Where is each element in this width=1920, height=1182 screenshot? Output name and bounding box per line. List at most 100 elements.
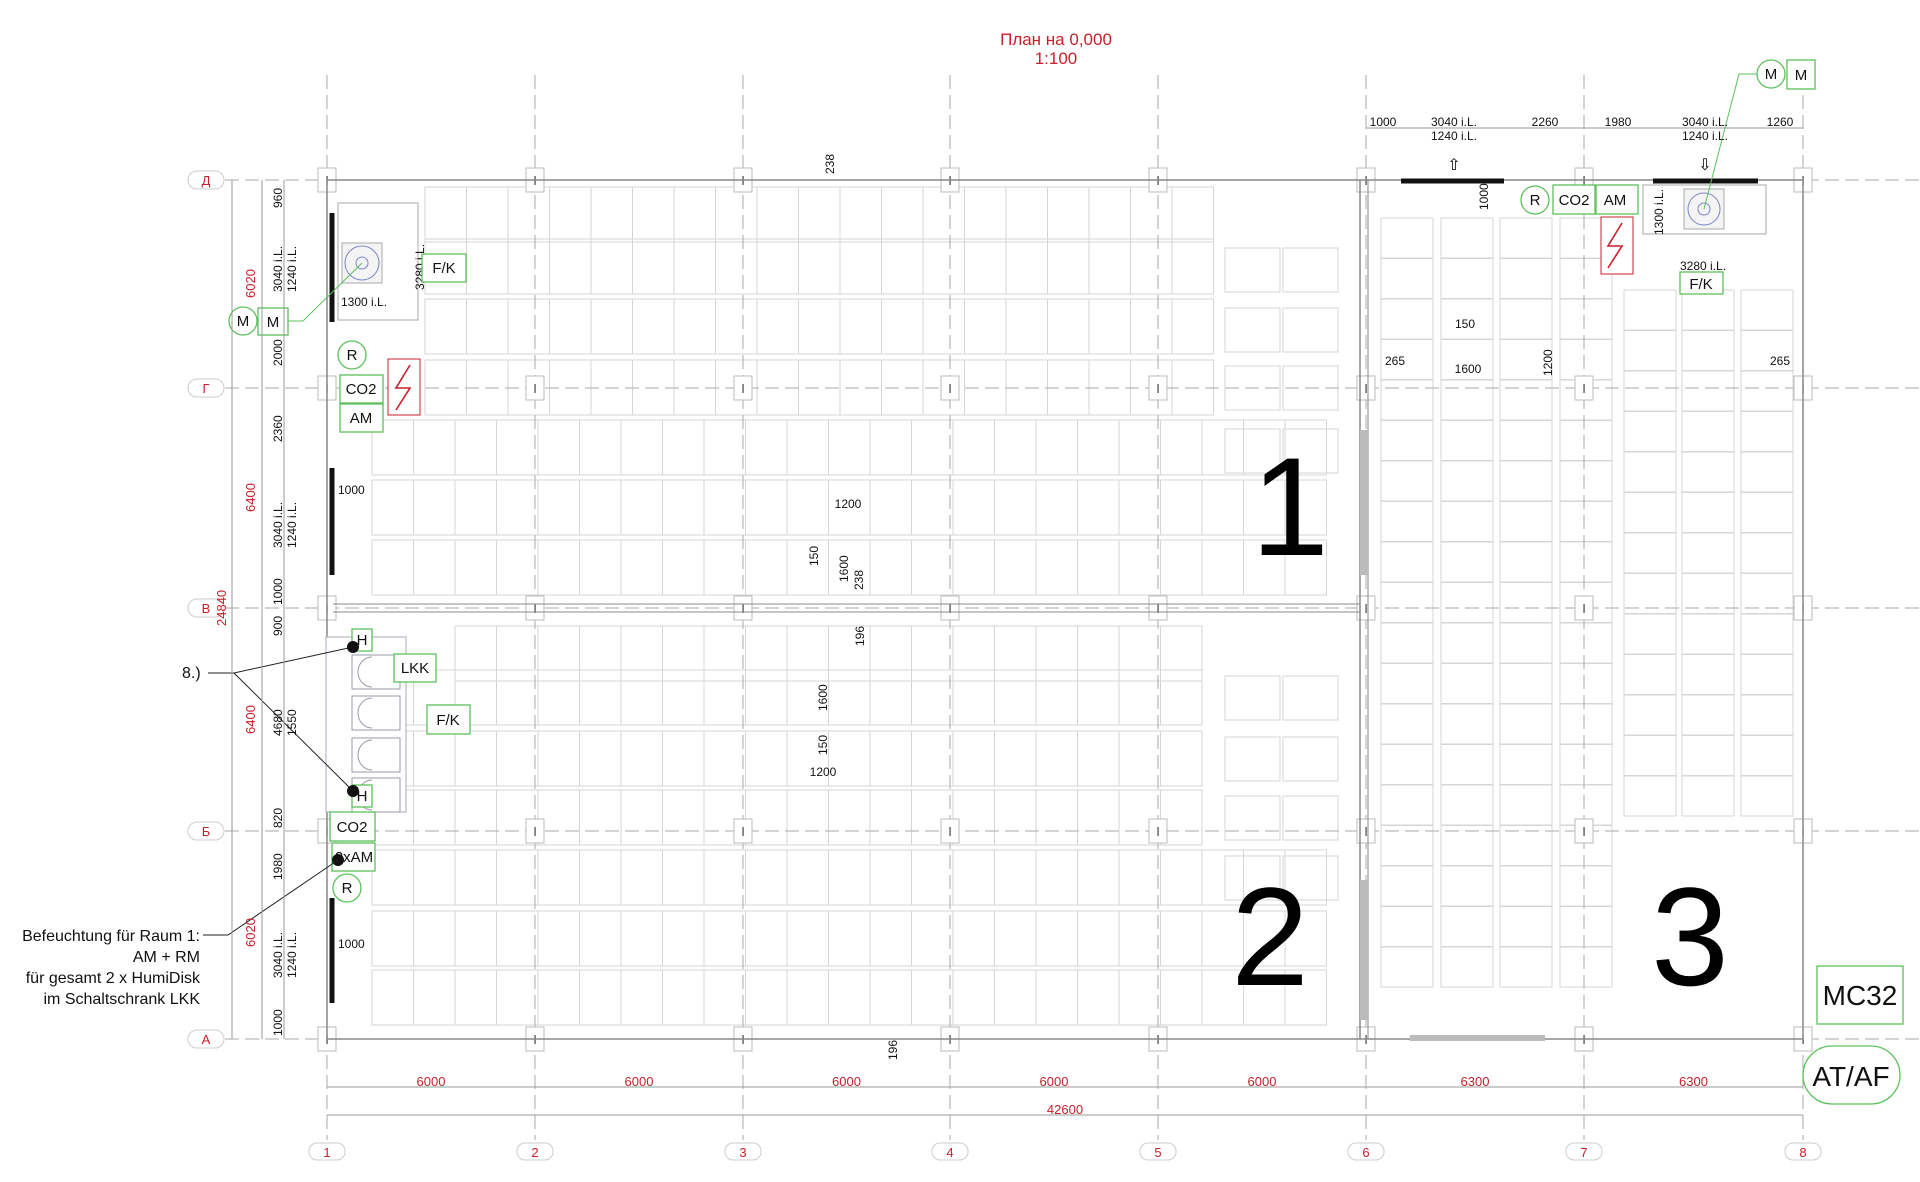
- rack-cell: [756, 186, 799, 243]
- axis-bubble: [187, 1029, 225, 1049]
- rack-cell: [496, 625, 539, 682]
- rack-cell: [703, 479, 746, 536]
- rack-cell: [1035, 789, 1078, 846]
- rack-cell: [1282, 675, 1339, 721]
- tag-box: [1679, 271, 1724, 295]
- tag-m-box: M: [1795, 67, 1808, 84]
- rack-cell: [798, 238, 841, 295]
- rack-cell: [1088, 186, 1131, 243]
- rack-cell: [579, 539, 622, 596]
- sensor-leader: [1703, 73, 1757, 210]
- rack-cell: [1623, 370, 1677, 412]
- rack-cell: [1118, 969, 1161, 1026]
- rack-cell: [911, 669, 954, 726]
- room-number-2: 2: [1231, 858, 1309, 1015]
- axis-bubble: [724, 1142, 762, 1161]
- rack-cell: [1681, 532, 1735, 574]
- axis-bubble: [1139, 1142, 1177, 1161]
- rack-cell: [922, 238, 965, 295]
- steel-column-icon: I: [1364, 601, 1368, 616]
- dim: 3040 i.L.: [271, 502, 285, 548]
- rack-cell: [1440, 217, 1494, 259]
- fan-3280-dim: 3280 i.L.: [1680, 259, 1726, 273]
- rack-cell: [632, 186, 675, 243]
- rack-cell: [413, 730, 456, 787]
- lkk-unit: [351, 737, 401, 773]
- humidifier-icon: [357, 697, 373, 729]
- rack-cell: [756, 298, 799, 355]
- rack-cell: [839, 298, 882, 355]
- rack-cell: [994, 669, 1037, 726]
- rack-cell: [1077, 730, 1120, 787]
- rack-cell: [662, 849, 705, 906]
- steel-column-marker: [525, 375, 545, 401]
- rack-cell: [1740, 289, 1794, 331]
- rack-cell: [869, 730, 912, 787]
- fan-icon: [344, 245, 380, 281]
- building-outline: [326, 179, 1804, 1040]
- leader-8b: [233, 672, 354, 792]
- rack-cell: [1282, 855, 1339, 901]
- dim: 1240 i.L.: [1682, 129, 1728, 143]
- rack-cell: [1440, 663, 1494, 704]
- rack-cell: [1623, 532, 1677, 574]
- arrow-up-icon: ⇧: [1447, 157, 1460, 174]
- rack-cell: [1282, 307, 1339, 353]
- dim: 3040 i.L.: [1431, 115, 1477, 129]
- rack-cell: [537, 849, 580, 906]
- rack-cell: [1035, 730, 1078, 787]
- rack-cell: [786, 625, 829, 682]
- rack-cell: [1623, 694, 1677, 736]
- axis-label-column: 8: [1799, 1145, 1806, 1160]
- rack-cell: [869, 669, 912, 726]
- steel-column-icon: I: [533, 601, 537, 616]
- rack-cell: [911, 910, 954, 967]
- rack-cell: [869, 625, 912, 682]
- rack-cell: [1623, 451, 1677, 493]
- rack-cell: [869, 969, 912, 1026]
- rack-cell: [1284, 969, 1327, 1026]
- rack-cell: [1284, 910, 1327, 967]
- rack-cell: [828, 789, 871, 846]
- dim-span: 6000: [1248, 1074, 1277, 1089]
- rack-cell: [911, 849, 954, 906]
- rack-cell: [1380, 258, 1434, 299]
- rack-cell: [496, 730, 539, 787]
- rack-cell: [1160, 539, 1203, 596]
- rack-cell: [371, 969, 414, 1026]
- rack-cell: [454, 419, 497, 476]
- rack-cell: [579, 479, 622, 536]
- rack-cell: [1118, 849, 1161, 906]
- rack-cell: [911, 539, 954, 596]
- rack-cell: [549, 238, 592, 295]
- rack-cell: [715, 186, 758, 243]
- tag-r: R: [342, 880, 353, 897]
- rack-cell: [1077, 419, 1120, 476]
- axis-label-column: 3: [739, 1145, 746, 1160]
- rack-cell: [1623, 411, 1677, 452]
- rack-cell: [537, 539, 580, 596]
- rack-cell: [496, 910, 539, 967]
- rack-cell: [745, 479, 788, 536]
- rack-cell: [1224, 247, 1281, 293]
- rack-cell: [1499, 379, 1553, 421]
- rack-cell: [1559, 906, 1613, 947]
- rack-cell: [507, 238, 550, 295]
- rack-cell: [1035, 849, 1078, 906]
- rack-cell: [579, 669, 622, 726]
- rack-cell: [662, 479, 705, 536]
- rack-cell: [952, 625, 995, 682]
- rack-cell: [1499, 298, 1553, 340]
- rack-cell: [590, 238, 633, 295]
- sensor-dot: [347, 785, 359, 797]
- rack-cell: [1740, 694, 1794, 736]
- rack-cell: [1380, 460, 1434, 502]
- rack-cell: [1224, 428, 1281, 474]
- rack-cell: [1284, 849, 1327, 906]
- rack-cell: [1282, 428, 1339, 474]
- rack-cell: [662, 730, 705, 787]
- hatch-wall: [1360, 880, 1368, 1020]
- rack-cell: [1160, 789, 1203, 846]
- rack-cell: [994, 789, 1037, 846]
- rack-cell: [1740, 370, 1794, 412]
